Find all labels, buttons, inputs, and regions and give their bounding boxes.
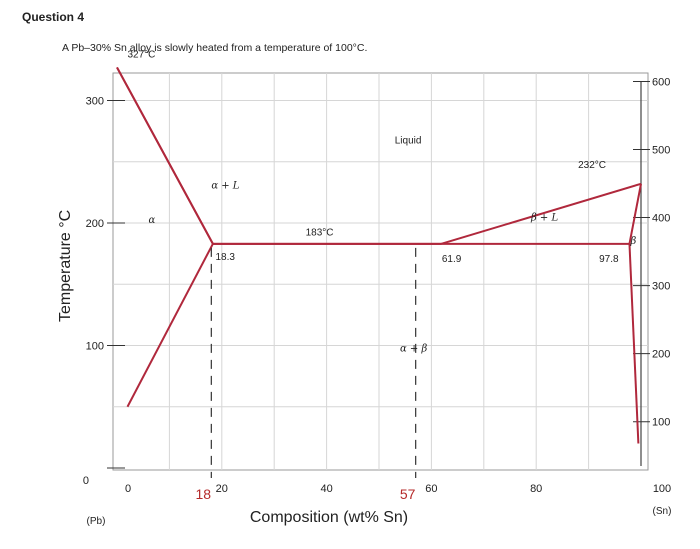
y-tick-label: 0	[83, 475, 89, 487]
right-tick-label: 400	[652, 213, 670, 225]
y-tick-label: 300	[86, 96, 104, 108]
composition-tick-label-57: 57	[400, 486, 416, 502]
solidus-beta-line	[628, 183, 642, 245]
annotation: 327°C	[127, 50, 155, 61]
y-axis-label: Temperature °C	[57, 210, 74, 322]
liquidus-right-line	[441, 182, 642, 245]
annotation: α	[148, 215, 155, 226]
x-axis-label: Composition (wt% Sn)	[250, 509, 408, 526]
solvus-alpha-line	[126, 243, 214, 408]
x-tick-label: 40	[320, 483, 332, 495]
annotation: β	[630, 236, 637, 247]
x-tick-label: 80	[530, 483, 542, 495]
question-title: Question 4	[22, 10, 85, 24]
x-end-label-left: (Pb)	[87, 516, 106, 527]
y-tick-label: 100	[86, 341, 104, 353]
x-tick-label: 20	[216, 483, 228, 495]
plot-frame	[112, 72, 649, 471]
right-tick-label: 500	[652, 145, 670, 157]
annotation: α + L	[211, 181, 239, 192]
annotation: 61.9	[442, 254, 462, 265]
annotation: β + L	[530, 213, 559, 224]
annotation: 183°C	[306, 227, 334, 238]
right-tick-label: 100	[652, 417, 670, 429]
x-tick-label: 100	[653, 483, 671, 495]
annotation: Liquid	[395, 135, 422, 146]
right-tick-label: 600	[652, 76, 670, 88]
question-text: A Pb–30% Sn alloy is slowly heated from …	[62, 42, 368, 54]
annotation: α + β	[400, 344, 427, 355]
x-tick-label: 60	[425, 483, 437, 495]
right-tick-label: 200	[652, 349, 670, 361]
y-tick-label: 200	[86, 218, 104, 230]
x-end-label-right: (Sn)	[653, 506, 672, 517]
annotation: 97.8	[599, 254, 619, 265]
composition-tick-label-18: 18	[196, 486, 212, 502]
solidus-alpha-line	[116, 66, 214, 245]
solvus-beta-line	[628, 243, 640, 444]
right-tick-label: 300	[652, 281, 670, 293]
annotation: 232°C	[578, 160, 606, 171]
x-tick-label: 0	[125, 483, 131, 495]
annotation: 18.3	[216, 252, 236, 263]
